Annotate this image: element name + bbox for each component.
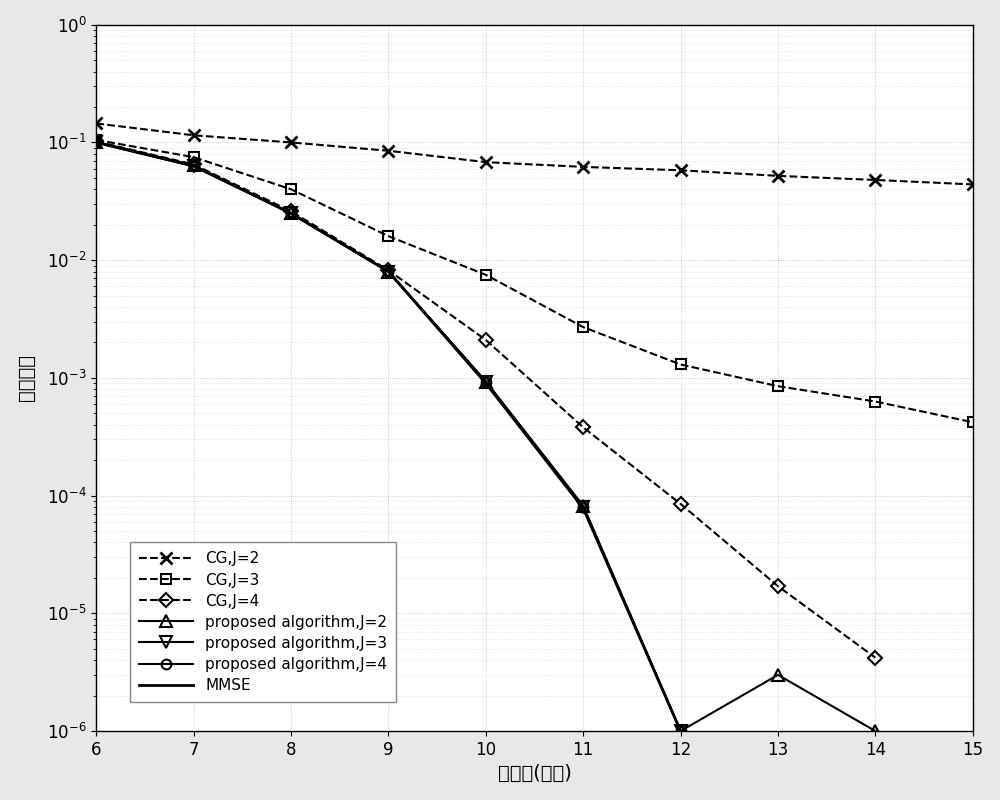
CG,J=4	[772, 582, 784, 591]
CG,J=3	[577, 322, 589, 332]
CG,J=4	[90, 137, 102, 146]
MMSE	[480, 378, 492, 388]
CG,J=3	[772, 382, 784, 391]
proposed algorithm,J=2	[285, 209, 297, 218]
CG,J=4	[869, 653, 881, 662]
proposed algorithm,J=4	[675, 726, 687, 736]
proposed algorithm,J=3	[382, 266, 394, 276]
CG,J=3	[382, 231, 394, 241]
proposed algorithm,J=2	[772, 670, 784, 680]
proposed algorithm,J=4	[382, 266, 394, 276]
Line: proposed algorithm,J=2: proposed algorithm,J=2	[91, 136, 881, 737]
CG,J=3	[90, 135, 102, 145]
proposed algorithm,J=3	[188, 162, 200, 171]
MMSE	[675, 726, 687, 736]
CG,J=4	[382, 266, 394, 275]
proposed algorithm,J=3	[480, 377, 492, 386]
Line: CG,J=4: CG,J=4	[91, 137, 880, 662]
proposed algorithm,J=3	[285, 209, 297, 218]
CG,J=4	[285, 206, 297, 216]
proposed algorithm,J=4	[285, 209, 297, 218]
CG,J=2	[90, 118, 102, 128]
CG,J=3	[285, 185, 297, 194]
Line: proposed algorithm,J=4: proposed algorithm,J=4	[91, 138, 685, 736]
proposed algorithm,J=3	[675, 726, 687, 736]
CG,J=4	[480, 335, 492, 345]
Legend: CG,J=2, CG,J=3, CG,J=4, proposed algorithm,J=2, proposed algorithm,J=3, proposed: CG,J=2, CG,J=3, CG,J=4, proposed algorit…	[130, 542, 396, 702]
CG,J=3	[967, 418, 979, 427]
CG,J=2	[967, 180, 979, 190]
proposed algorithm,J=2	[675, 726, 687, 736]
CG,J=3	[675, 360, 687, 370]
CG,J=4	[188, 160, 200, 170]
proposed algorithm,J=3	[90, 138, 102, 147]
proposed algorithm,J=2	[480, 377, 492, 386]
Y-axis label: 误比特率: 误比特率	[17, 354, 36, 402]
MMSE	[577, 503, 589, 513]
MMSE	[90, 138, 102, 147]
proposed algorithm,J=4	[188, 162, 200, 171]
CG,J=2	[869, 175, 881, 185]
Line: CG,J=3: CG,J=3	[91, 135, 978, 427]
X-axis label: 信噪比(分贝): 信噪比(分贝)	[498, 764, 571, 783]
MMSE	[382, 266, 394, 276]
proposed algorithm,J=4	[480, 377, 492, 386]
CG,J=2	[480, 158, 492, 167]
Line: CG,J=2: CG,J=2	[90, 117, 979, 190]
CG,J=4	[675, 499, 687, 509]
MMSE	[188, 162, 200, 171]
proposed algorithm,J=2	[382, 266, 394, 276]
CG,J=2	[577, 162, 589, 172]
CG,J=2	[285, 138, 297, 147]
CG,J=2	[675, 166, 687, 175]
CG,J=2	[188, 130, 200, 140]
Line: MMSE: MMSE	[96, 142, 681, 731]
proposed algorithm,J=3	[577, 502, 589, 512]
proposed algorithm,J=2	[869, 726, 881, 736]
CG,J=3	[480, 270, 492, 280]
proposed algorithm,J=4	[90, 138, 102, 147]
Line: proposed algorithm,J=3: proposed algorithm,J=3	[91, 137, 686, 737]
proposed algorithm,J=2	[577, 501, 589, 510]
proposed algorithm,J=4	[577, 502, 589, 512]
CG,J=2	[382, 146, 394, 155]
CG,J=4	[577, 422, 589, 432]
CG,J=3	[188, 152, 200, 162]
CG,J=2	[772, 171, 784, 181]
CG,J=3	[869, 397, 881, 406]
MMSE	[285, 209, 297, 218]
proposed algorithm,J=2	[188, 161, 200, 170]
proposed algorithm,J=2	[90, 137, 102, 146]
